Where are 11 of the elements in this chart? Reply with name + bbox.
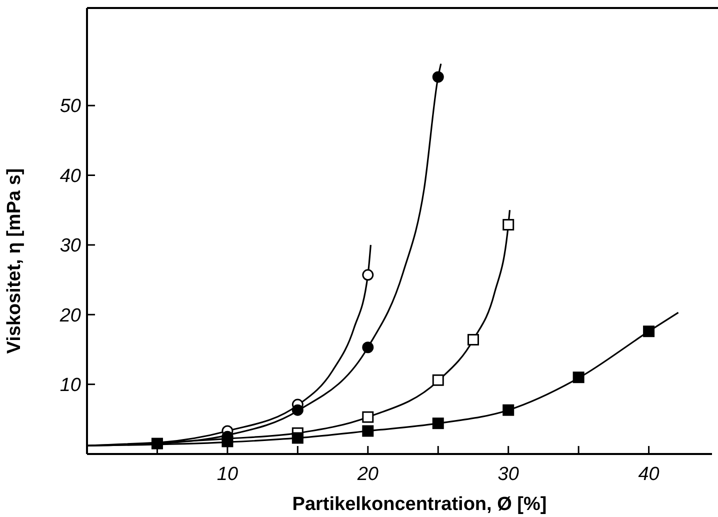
y-tick-label: 20 xyxy=(58,305,82,326)
x-tick-label: 40 xyxy=(638,464,660,485)
y-tick-label: 40 xyxy=(60,166,82,187)
x-axis-title: Partikelkoncentration, Ø [%] xyxy=(292,494,547,515)
y-tick-label: 10 xyxy=(60,374,82,396)
y-tick-label: 30 xyxy=(60,236,82,257)
y-tick-label: 50 xyxy=(60,96,82,118)
x-tick-label: 20 xyxy=(356,464,379,485)
x-tick-label: 10 xyxy=(216,464,238,485)
y-axis-title: Viskositet, η [mPa s] xyxy=(4,168,25,354)
x-tick-label: 30 xyxy=(498,464,520,485)
